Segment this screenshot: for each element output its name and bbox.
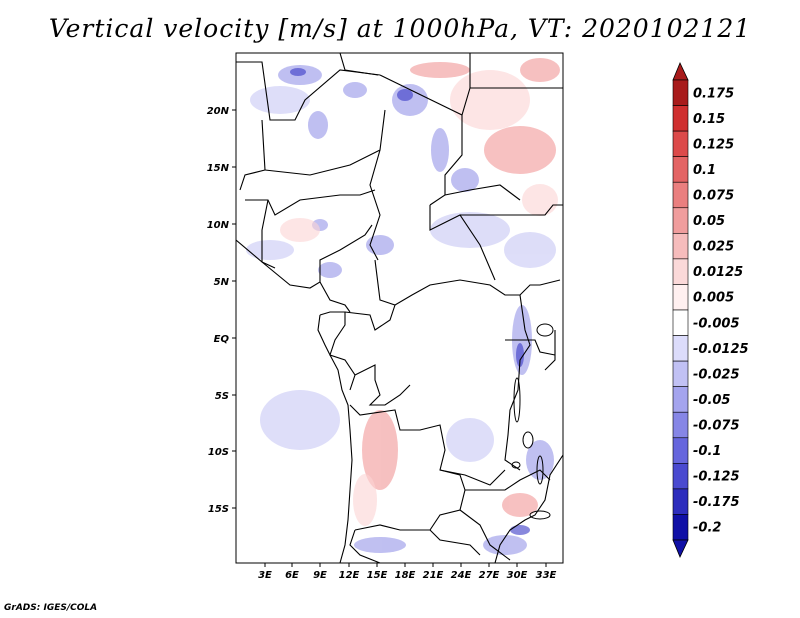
- colorbar-box: [672, 309, 689, 336]
- colorbar-box: [672, 335, 689, 362]
- colorbar-level-label: -0.125: [693, 470, 740, 485]
- colorbar: 0.175 0.15 0.125 0.1 0.075 0.05 0.025 0.0125 0.0…: [672, 62, 749, 558]
- lat-label: 5N: [214, 277, 230, 288]
- lon-tick-6E: 6E: [285, 563, 299, 581]
- lakes: [511, 323, 554, 520]
- colorbar-box: [672, 233, 689, 260]
- colorbar-box: [672, 463, 689, 490]
- colorbar-level-label: -0.075: [693, 419, 740, 434]
- lat-label: 15S: [208, 504, 229, 515]
- lat-tick-5N: 5N: [214, 277, 236, 288]
- lon-tick-9E: 9E: [313, 563, 327, 581]
- colorbar-box: [672, 284, 689, 311]
- lat-label: 15N: [207, 163, 230, 174]
- colorbar-level-label: 0.175: [693, 86, 734, 101]
- colorbar-box: [672, 411, 689, 439]
- colorbar-level-label: 0.05: [693, 214, 725, 229]
- lon-tick-12E: 12E: [339, 563, 360, 581]
- lon-tick-21E: 21E: [423, 563, 444, 581]
- colorbar-level-label: 0.0125: [693, 265, 743, 280]
- lon-label: 21E: [423, 570, 444, 581]
- longitude-axis: 3E 6E 9E 12E 15E 18E 21E 24E 27E 30E 33E: [258, 563, 557, 581]
- colorbar-level-label: 0.125: [693, 137, 734, 152]
- colorbar-box: [672, 79, 689, 106]
- colorbar-top-arrow: [672, 62, 689, 81]
- colorbar-level-label: 0.15: [693, 112, 725, 127]
- colorbar-level-label: -0.1: [693, 444, 721, 459]
- lat-tick-20N: 20N: [207, 106, 236, 117]
- lon-label: 27E: [479, 570, 500, 581]
- colorbar-boxes: [672, 79, 689, 541]
- lon-tick-15E: 15E: [367, 563, 388, 581]
- colorbar-box: [672, 207, 689, 234]
- lat-tick-15S: 15S: [208, 504, 236, 515]
- colorbar-level-label: -0.025: [693, 367, 740, 382]
- lon-label: 15E: [367, 570, 388, 581]
- colorbar-level-label: -0.175: [693, 495, 740, 510]
- lat-label: 5S: [215, 391, 229, 402]
- lon-tick-30E: 30E: [507, 563, 528, 581]
- lon-tick-3E: 3E: [258, 563, 272, 581]
- colorbar-box: [672, 130, 689, 157]
- map-title: Vertical velocity [m/s] at 1000hPa, VT: …: [48, 14, 752, 43]
- lon-label: 30E: [507, 570, 528, 581]
- lat-tick-15N: 15N: [207, 163, 236, 174]
- colorbar-box: [672, 181, 689, 209]
- colorbar-level-label: -0.0125: [693, 342, 749, 357]
- lon-label: 24E: [451, 570, 472, 581]
- lon-tick-18E: 18E: [395, 563, 416, 581]
- colorbar-level-label: -0.2: [693, 521, 721, 536]
- lon-label: 33E: [536, 570, 557, 581]
- lat-tick-EQ: EQ: [214, 334, 236, 345]
- colorbar-box: [672, 514, 689, 541]
- colorbar-box: [672, 156, 689, 183]
- velocity-field: [246, 58, 560, 555]
- lon-label: 12E: [339, 570, 360, 581]
- colorbar-level-label: 0.025: [693, 240, 734, 255]
- lon-tick-27E: 27E: [479, 563, 500, 581]
- lat-tick-10N: 10N: [207, 220, 236, 231]
- lat-label: EQ: [214, 334, 230, 345]
- grads-credit: GrADS: IGES/COLA: [4, 603, 98, 613]
- lat-tick-10S: 10S: [208, 447, 236, 458]
- colorbar-labels: 0.175 0.15 0.125 0.1 0.075 0.05 0.025 0.0125 0.0…: [693, 86, 749, 535]
- colorbar-level-label: 0.005: [693, 291, 734, 306]
- colorbar-level-label: 0.1: [693, 163, 716, 178]
- colorbar-box: [672, 105, 689, 132]
- colorbar-level-label: -0.05: [693, 393, 730, 408]
- lat-label: 20N: [207, 106, 230, 117]
- colorbar-box: [672, 360, 689, 387]
- colorbar-bottom-arrow: [672, 539, 689, 558]
- colorbar-box: [672, 488, 689, 515]
- map-frame: [235, 52, 564, 564]
- colorbar-level-label: -0.005: [693, 316, 740, 331]
- lon-label: 3E: [258, 570, 272, 581]
- lon-label: 18E: [395, 570, 416, 581]
- lon-tick-33E: 33E: [536, 563, 557, 581]
- lon-label: 6E: [285, 570, 299, 581]
- lon-tick-24E: 24E: [451, 563, 472, 581]
- lat-label: 10N: [207, 220, 230, 231]
- lon-label: 9E: [313, 570, 327, 581]
- latitude-axis: 20N 15N 10N 5N EQ 5S 10S 15S: [207, 106, 236, 515]
- lat-label: 10S: [208, 447, 229, 458]
- lat-tick-5S: 5S: [215, 391, 236, 402]
- colorbar-box: [672, 258, 689, 285]
- colorbar-box: [672, 386, 689, 413]
- colorbar-level-label: 0.075: [693, 189, 734, 204]
- colorbar-box: [672, 437, 689, 464]
